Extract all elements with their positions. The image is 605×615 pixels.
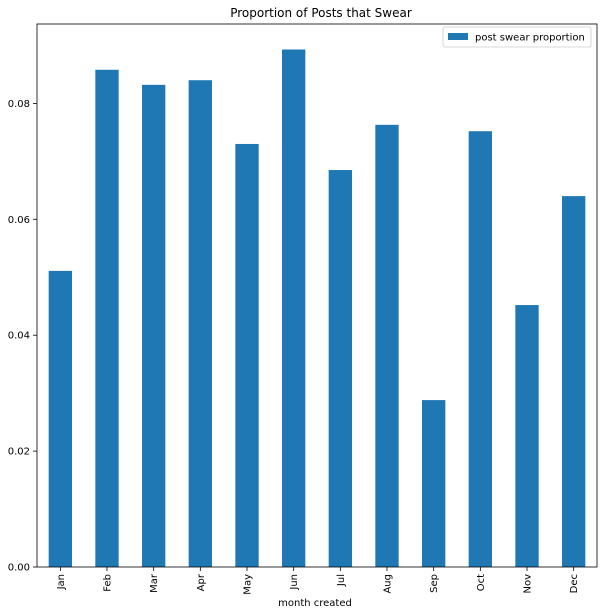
y-tick-label: 0.06 <box>8 215 30 226</box>
legend-box <box>442 26 592 48</box>
x-tick-label-sep: Sep <box>429 574 440 593</box>
bar-aug <box>375 124 399 567</box>
x-tick-label-may: May <box>243 574 254 595</box>
chart-title: Proportion of Posts that Swear <box>230 6 412 20</box>
legend-swatch <box>448 33 468 40</box>
y-tick-label: 0.02 <box>8 447 30 458</box>
x-tick-label-feb: Feb <box>103 574 114 592</box>
bar-oct <box>468 131 492 567</box>
plot-area: Jan Feb Mar Apr May Jun Jul Aug Sep Oct Nov Dec 0.00… <box>8 23 598 595</box>
x-tick-label-oct: Oct <box>476 574 487 591</box>
plot-frame <box>36 23 598 568</box>
bar-mar <box>142 84 166 567</box>
legend: post swear proportion <box>442 26 592 48</box>
bar-nov <box>515 305 539 567</box>
x-tick-label-jan: Jan <box>56 574 67 590</box>
bar-apr <box>188 80 212 568</box>
x-tick-label-aug: Aug <box>383 574 394 594</box>
bar-jul <box>328 170 352 568</box>
x-tick-label-jun: Jun <box>289 574 300 591</box>
x-axis-label: month created <box>278 598 352 609</box>
y-tick-label: 0.08 <box>8 99 30 110</box>
x-tick-label-jul: Jul <box>336 574 347 587</box>
x-tick-label-apr: Apr <box>196 573 207 591</box>
bar-jan <box>48 270 72 567</box>
x-tick-label-nov: Nov <box>523 574 534 594</box>
x-tick-label-mar: Mar <box>149 573 160 593</box>
y-tick-label: 0.04 <box>8 331 30 342</box>
bar-may <box>235 143 259 567</box>
bar-dec <box>562 196 586 568</box>
bar-sep <box>422 400 446 567</box>
x-tick-label-dec: Dec <box>569 574 580 593</box>
legend-label: post swear proportion <box>475 33 585 44</box>
bar-feb <box>95 69 119 567</box>
bar-jun <box>282 49 306 567</box>
y-tick-label: 0.00 <box>8 563 30 574</box>
